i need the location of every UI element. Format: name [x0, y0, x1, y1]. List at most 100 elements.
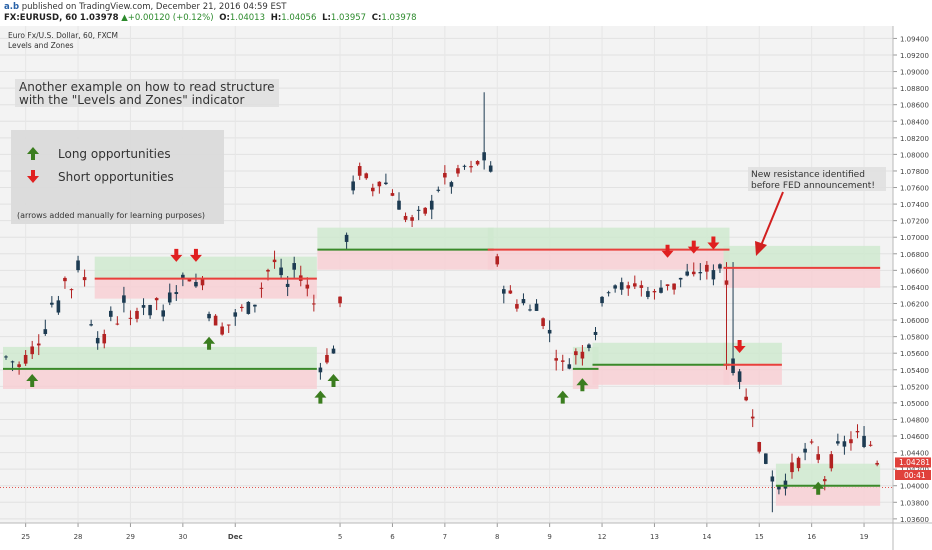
short-arrow-icon — [687, 240, 700, 254]
open-label: O: — [219, 13, 230, 23]
price-change: +0.00120 (+0.12%) — [127, 13, 214, 23]
headline-line1: Another example on how to read structure — [19, 80, 275, 94]
candle-body — [574, 351, 578, 356]
candle-body — [36, 343, 41, 346]
price-chart[interactable]: Euro Fx/U.S. Dollar, 60, FXCM Levels and… — [0, 26, 932, 550]
long-arrow-icon — [327, 374, 340, 388]
low-value: 1.03957 — [330, 13, 367, 23]
candle-body — [23, 354, 28, 364]
candle-body — [698, 272, 703, 274]
candle-body — [829, 454, 834, 469]
indicator-name[interactable]: Levels and Zones — [8, 41, 74, 50]
candle-body — [495, 256, 500, 265]
time-tick-label: 25 — [21, 533, 30, 541]
time-tick-label: 14 — [702, 533, 711, 541]
up-arrow-icon: ▲ — [121, 13, 128, 23]
support-zone — [317, 227, 494, 250]
candle-body — [822, 479, 827, 482]
callout-line1: New resistance identified — [751, 170, 865, 180]
close-label: C: — [371, 13, 382, 23]
candle-body — [50, 302, 54, 305]
candle-body — [619, 282, 624, 290]
time-tick-label: 15 — [755, 533, 764, 541]
price-tick-label: 1.09000 — [900, 69, 929, 77]
candle-body — [482, 152, 486, 161]
candle-body — [344, 234, 349, 242]
candle-body — [521, 299, 526, 304]
candle-body — [10, 361, 15, 363]
price-tick-label: 1.04400 — [900, 450, 929, 458]
price-tick-label: 1.06400 — [900, 284, 929, 292]
price-tick-label: 1.06200 — [900, 300, 929, 308]
candle-body — [750, 416, 755, 419]
candle-body — [384, 182, 388, 185]
price-tick-label: 1.05000 — [900, 400, 929, 408]
candle-body — [744, 396, 748, 401]
candle-body — [783, 480, 788, 489]
candle-body — [141, 305, 146, 308]
candle-body — [855, 431, 860, 433]
legend-long-label: Long opportunities — [58, 147, 171, 161]
candle-body — [600, 296, 604, 304]
candle-body — [246, 301, 251, 314]
candle-body — [737, 371, 742, 382]
time-tick-label: 29 — [126, 533, 135, 541]
time-tick-label: 6 — [390, 533, 395, 541]
price-tick-label: 1.08200 — [900, 135, 929, 143]
time-tick-label: 19 — [860, 533, 869, 541]
candle-body — [305, 284, 310, 289]
candle-body — [233, 312, 238, 317]
candle-body — [63, 277, 67, 282]
candle-body — [240, 306, 244, 309]
candle-body — [652, 291, 657, 293]
candle-body — [30, 346, 34, 355]
candle-body — [462, 165, 467, 167]
candle-body — [82, 277, 87, 281]
long-arrow-icon — [203, 336, 216, 350]
long-arrow-icon — [26, 374, 39, 388]
candle-body — [200, 278, 205, 286]
candle-body — [423, 207, 427, 214]
price-tick-label: 1.04600 — [900, 433, 929, 441]
candle-body — [43, 329, 48, 334]
candle-body — [213, 315, 218, 326]
price-tick-label: 1.07000 — [900, 234, 929, 242]
candle-body — [685, 271, 689, 276]
high-value: 1.04056 — [281, 13, 317, 23]
resistance-zone — [775, 485, 881, 506]
candle-body — [17, 364, 21, 367]
candle-body — [790, 462, 794, 473]
candle-body — [678, 277, 683, 280]
price-tick-label: 1.03600 — [900, 516, 929, 524]
candle-body — [56, 300, 61, 313]
candle-body — [862, 435, 866, 447]
candle-body — [796, 457, 801, 469]
support-zone — [3, 346, 317, 369]
price-tick-label: 1.06600 — [900, 267, 929, 275]
low-label: L: — [322, 13, 331, 23]
candle-body — [809, 441, 814, 443]
support-zone — [94, 256, 317, 279]
candle-body — [371, 187, 375, 192]
candle-body — [816, 454, 820, 460]
close-value: 1.03978 — [381, 13, 417, 23]
candle-body — [456, 168, 460, 174]
candle-body — [292, 263, 296, 270]
candle-body — [528, 309, 532, 311]
author-name[interactable]: a.b — [4, 2, 20, 12]
support-zone — [775, 463, 881, 486]
candle-body — [410, 217, 414, 221]
time-axis[interactable]: 25 28 29 30 Dec 5 6 7 8 9 12 13 14 15 16 19 — [21, 523, 869, 541]
levels-layer — [3, 248, 881, 487]
price-tick-label: 1.04800 — [900, 416, 929, 424]
price-tick-label: 1.05800 — [900, 334, 929, 342]
candle-body — [272, 259, 277, 263]
candle-body — [174, 292, 179, 295]
candle-body — [488, 165, 493, 172]
resistance-zone — [592, 364, 730, 385]
candle-body — [534, 303, 539, 311]
candle-body — [4, 356, 8, 358]
candle-body — [95, 337, 100, 344]
symbol[interactable]: FX:EURUSD, 60 — [4, 13, 78, 23]
candle-body — [102, 333, 107, 344]
